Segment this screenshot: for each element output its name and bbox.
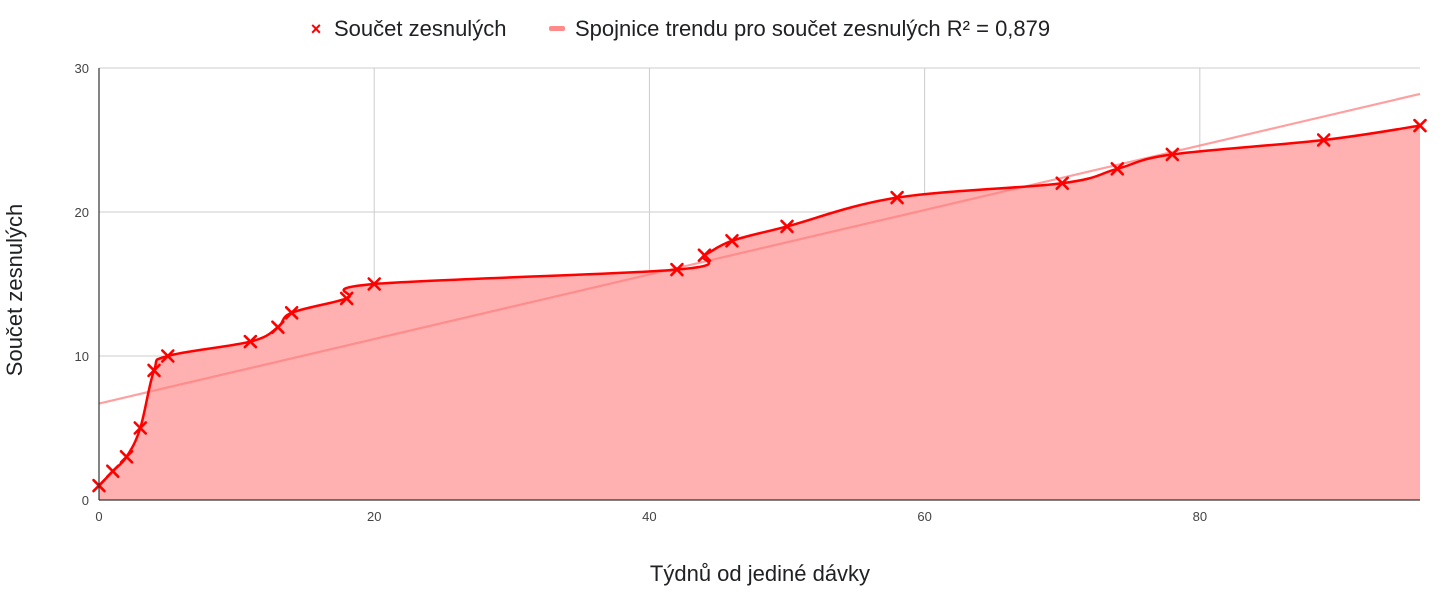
marker-stroke bbox=[1316, 133, 1331, 147]
data-point-marker bbox=[161, 349, 175, 363]
data-point-marker bbox=[243, 334, 258, 349]
marker-stroke bbox=[284, 305, 299, 320]
x-axis-title: Týdnů od jediné dávky bbox=[650, 561, 870, 586]
y-tick-label: 20 bbox=[75, 205, 89, 220]
data-point-marker bbox=[367, 277, 382, 291]
legend-marker-trendline bbox=[549, 26, 565, 31]
data-point-marker bbox=[147, 363, 161, 378]
marker-stroke bbox=[105, 464, 120, 479]
marker-stroke bbox=[147, 363, 161, 378]
data-point-marker bbox=[1316, 133, 1331, 147]
data-point-marker bbox=[105, 464, 120, 479]
y-axis-title: Součet zesnulých bbox=[2, 204, 27, 376]
marker-stroke bbox=[119, 449, 134, 464]
marker-stroke bbox=[243, 334, 258, 349]
data-point-marker bbox=[284, 305, 299, 320]
marker-stroke bbox=[271, 320, 285, 335]
data-point-marker bbox=[670, 262, 684, 277]
trendline bbox=[98, 92, 1421, 405]
marker-stroke bbox=[780, 219, 794, 234]
data-point-marker bbox=[271, 320, 285, 335]
x-tick-label: 60 bbox=[917, 509, 931, 524]
marker-stroke bbox=[367, 277, 382, 291]
x-tick-label: 0 bbox=[95, 509, 102, 524]
legend-label-trendline: Spojnice trendu pro součet zesnulých R² … bbox=[575, 16, 1050, 41]
legend: × Součet zesnulých Spojnice trendu pro s… bbox=[311, 16, 1050, 41]
legend-label-series: Součet zesnulých bbox=[334, 16, 506, 41]
data-point-marker bbox=[133, 421, 148, 435]
marker-stroke bbox=[1055, 176, 1070, 190]
data-point-marker bbox=[339, 291, 354, 306]
marker-stroke bbox=[725, 234, 739, 248]
y-tick-label: 10 bbox=[75, 349, 89, 364]
marker-stroke bbox=[1413, 118, 1427, 133]
data-point-marker bbox=[890, 190, 904, 205]
marker-stroke bbox=[161, 349, 175, 363]
marker-stroke bbox=[670, 262, 684, 277]
series-area bbox=[99, 125, 1420, 500]
area-layer bbox=[99, 125, 1420, 500]
x-tick-label: 80 bbox=[1193, 509, 1207, 524]
data-point-marker bbox=[1413, 118, 1427, 133]
data-point-marker bbox=[725, 234, 739, 248]
legend-marker-series: × bbox=[311, 19, 322, 39]
marker-stroke bbox=[1165, 147, 1180, 162]
data-point-marker bbox=[1055, 176, 1070, 190]
marker-stroke bbox=[133, 421, 148, 435]
y-tick-label: 0 bbox=[82, 493, 89, 508]
x-tick-label: 20 bbox=[367, 509, 381, 524]
data-point-marker bbox=[780, 219, 794, 234]
data-point-marker bbox=[1165, 147, 1180, 162]
data-point-marker bbox=[697, 248, 712, 262]
axis-layer: 0 10 20 30 0 20 40 60 80 bbox=[75, 61, 1420, 524]
marker-stroke bbox=[890, 190, 904, 205]
x-tick-label: 40 bbox=[642, 509, 656, 524]
y-tick-label: 30 bbox=[75, 61, 89, 76]
marker-stroke bbox=[1110, 162, 1125, 176]
marker-stroke bbox=[697, 248, 712, 262]
data-point-marker bbox=[1110, 162, 1125, 176]
marker-layer bbox=[92, 118, 1427, 493]
marker-stroke bbox=[339, 291, 354, 306]
trendline-layer bbox=[98, 92, 1421, 405]
data-point-marker bbox=[119, 449, 134, 464]
